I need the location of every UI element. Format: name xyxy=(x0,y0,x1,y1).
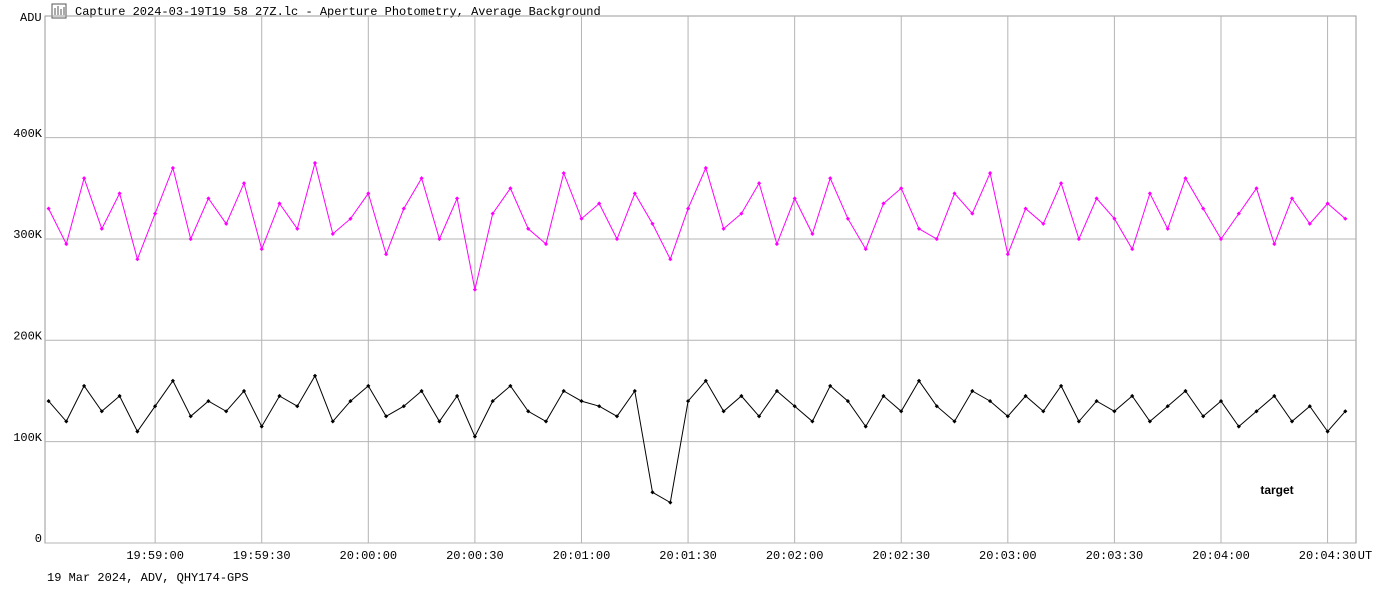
series-line xyxy=(46,160,1348,292)
series-label: target xyxy=(1260,483,1293,497)
y-tick-label: 0 xyxy=(35,532,42,546)
chart-title: Capture 2024-03-19T19_58_27Z.lc - Apertu… xyxy=(75,5,601,19)
x-tick-label: 20:04:00 xyxy=(1192,549,1250,563)
x-tick-label: 20:02:00 xyxy=(766,549,824,563)
x-tick-label: 20:03:30 xyxy=(1086,549,1144,563)
footer: 19 Mar 2024, ADV, QHY174-GPS xyxy=(47,571,249,585)
y-tick-label: 200K xyxy=(13,329,43,343)
y-axis-label: ADU xyxy=(20,11,42,25)
y-tick-label: 300K xyxy=(13,228,43,242)
x-tick-label: 20:01:30 xyxy=(659,549,717,563)
title-icon xyxy=(51,3,67,19)
x-tick-label: 20:04:30 xyxy=(1299,549,1357,563)
series-line xyxy=(46,373,1348,505)
x-tick-label: 20:02:30 xyxy=(872,549,930,563)
y-tick-label: 100K xyxy=(13,431,43,445)
plot-area: 0 100K 200K 300K 400K 19:59:00 19:59:30 20:00:0… xyxy=(13,15,1357,563)
x-tick-label: 19:59:00 xyxy=(126,549,184,563)
x-tick-label: 20:03:00 xyxy=(979,549,1037,563)
x-tick-label: 20:00:00 xyxy=(340,549,398,563)
x-axis-label: UT xyxy=(1358,549,1372,563)
x-tick-label: 19:59:30 xyxy=(233,549,291,563)
y-tick-label: 400K xyxy=(13,127,43,141)
x-tick-label: 20:00:30 xyxy=(446,549,504,563)
x-tick-label: 20:01:00 xyxy=(553,549,611,563)
